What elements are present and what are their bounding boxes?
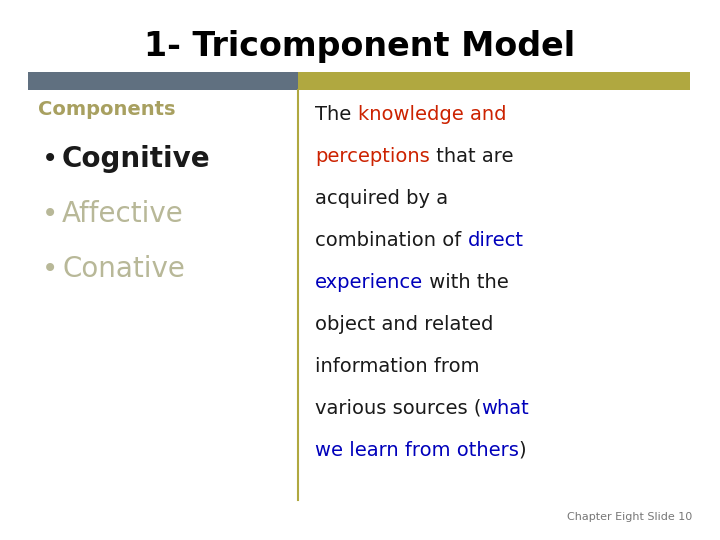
Text: acquired by a: acquired by a [315, 189, 448, 208]
Text: combination of: combination of [315, 231, 467, 250]
Text: direct: direct [467, 231, 523, 250]
Text: The: The [315, 105, 358, 124]
Text: Components: Components [38, 100, 176, 119]
Text: •: • [42, 255, 58, 283]
Text: knowledge and: knowledge and [358, 105, 506, 124]
Text: •: • [42, 200, 58, 228]
Text: with the: with the [423, 273, 509, 292]
Text: 1- Tricomponent Model: 1- Tricomponent Model [145, 30, 575, 63]
Text: what: what [482, 399, 529, 418]
Text: experience: experience [315, 273, 423, 292]
Text: Conative: Conative [62, 255, 185, 283]
Bar [28, 72, 298, 90]
Text: Cognitive: Cognitive [62, 145, 211, 173]
Text: •: • [42, 145, 58, 173]
Text: ): ) [519, 441, 526, 460]
Text: Affective: Affective [62, 200, 184, 228]
Text: that are: that are [430, 147, 513, 166]
Text: we learn from others: we learn from others [315, 441, 519, 460]
Text: Chapter Eight Slide 10: Chapter Eight Slide 10 [567, 512, 692, 522]
Bar [298, 72, 690, 90]
Text: object and related: object and related [315, 315, 493, 334]
Text: various sources (: various sources ( [315, 399, 482, 418]
Text: information from: information from [315, 357, 480, 376]
Text: perceptions: perceptions [315, 147, 430, 166]
